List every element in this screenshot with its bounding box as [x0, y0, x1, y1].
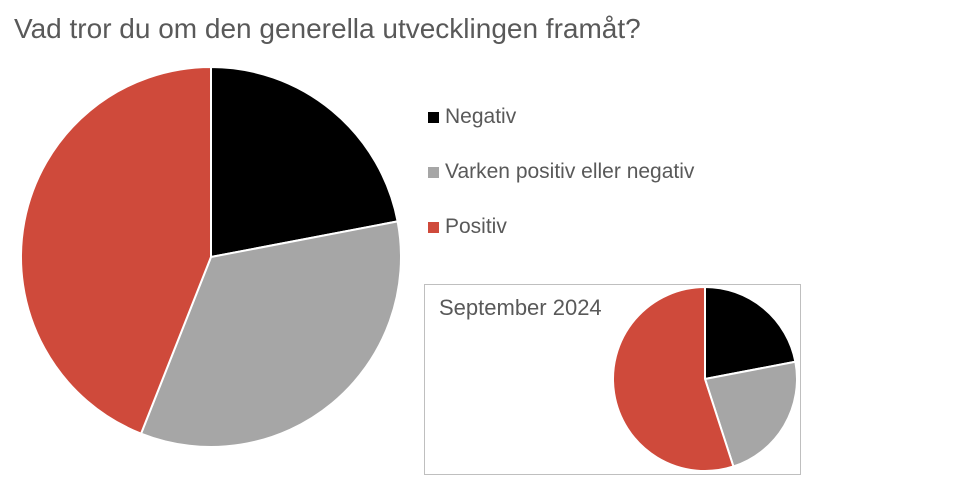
legend: Negativ Varken positiv eller negativ Pos…	[428, 103, 694, 268]
chart-title: Vad tror du om den generella utvecklinge…	[14, 13, 641, 44]
legend-item-negativ: Negativ	[428, 103, 694, 131]
legend-label-varken: Varken positiv eller negativ	[445, 160, 695, 183]
pie-slice-negativ	[210, 66, 399, 258]
legend-label-positiv: Positiv	[445, 215, 507, 238]
legend-item-positiv: Positiv	[428, 213, 694, 241]
pie-slice-varken	[704, 360, 798, 468]
legend-label-negativ: Negativ	[445, 105, 517, 128]
main-pie-chart	[20, 66, 402, 448]
legend-marker-varken	[428, 166, 439, 178]
inset-box-september-2024: September 2024	[424, 284, 801, 475]
inset-title: September 2024	[439, 295, 602, 320]
inset-pie-chart	[612, 286, 798, 472]
pie-slice-varken	[140, 220, 402, 448]
legend-marker-positiv	[428, 221, 439, 233]
legend-item-varken: Varken positiv eller negativ	[428, 158, 694, 186]
legend-marker-negativ	[428, 111, 439, 123]
pie-slice-negativ	[704, 286, 797, 380]
pie-slice-positiv	[612, 286, 735, 472]
pie-slice-positiv	[20, 66, 212, 435]
